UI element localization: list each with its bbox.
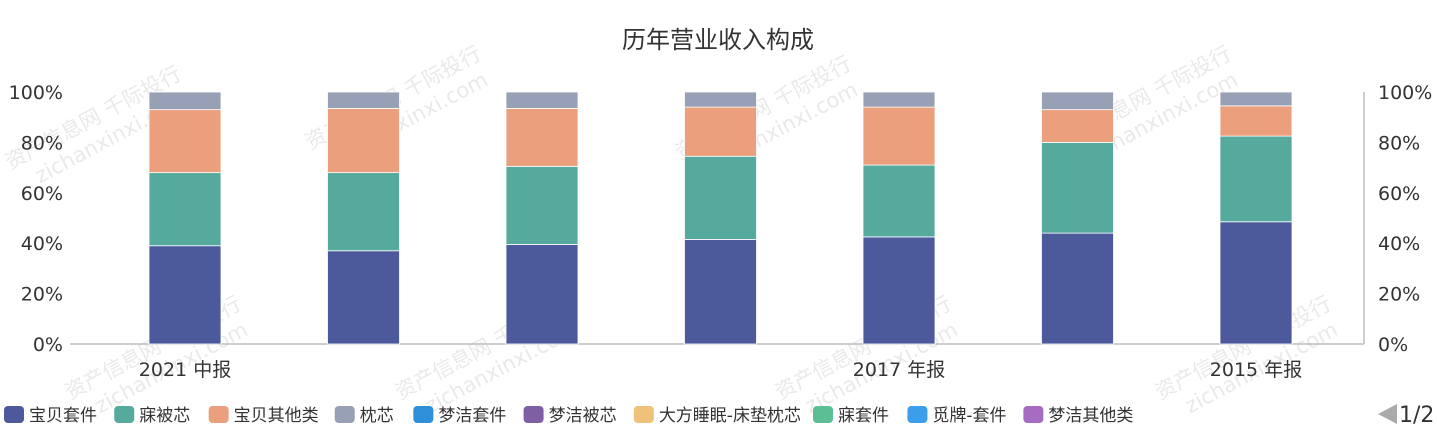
legend-item[interactable]: 寐被芯 (114, 406, 190, 426)
legend-swatch (413, 406, 434, 423)
bar-segment[interactable] (327, 250, 400, 345)
y-tick-label-right: 0% (1378, 334, 1408, 356)
legend-label: 寐被芯 (139, 406, 190, 426)
bars-group (148, 91, 1293, 345)
y-tick-label-left: 0% (33, 334, 63, 356)
y-tick-label-left: 40% (21, 233, 63, 255)
bar-segment[interactable] (1041, 91, 1114, 111)
x-tick-label: 2021 中报 (139, 359, 231, 381)
legend-swatch (813, 406, 834, 423)
legend-swatch (334, 406, 355, 423)
bar-segment[interactable] (505, 91, 579, 109)
bar-segment[interactable] (505, 165, 579, 245)
bar-segment[interactable] (1219, 91, 1293, 107)
legend-label: 大方睡眠-床垫枕芯 (659, 406, 801, 426)
bar-segment[interactable] (148, 172, 222, 247)
legend-item[interactable]: 梦洁套件 (413, 406, 506, 426)
y-axis-right: 0% 20% 40% 60% 80% 100% (1378, 82, 1432, 356)
pager-label: 1/2 (1399, 403, 1434, 428)
legend-label: 枕芯 (360, 406, 394, 426)
legend-label: 寐套件 (838, 406, 889, 426)
y-tick-label-right: 60% (1378, 183, 1420, 205)
bar-segment[interactable] (684, 106, 757, 157)
y-tick-label-left: 100% (9, 82, 63, 104)
legend-item[interactable]: 觅牌-套件 (907, 406, 1007, 426)
bar-segment[interactable] (327, 172, 400, 252)
legend-swatch (1023, 406, 1044, 423)
legend-swatch (208, 406, 229, 423)
legend-label: 梦洁被芯 (549, 406, 617, 426)
bar-segment[interactable] (1219, 221, 1293, 345)
x-tick-label: 2015 年报 (1210, 359, 1302, 381)
legend-label: 宝贝其他类 (234, 406, 319, 426)
legend: 宝贝套件 寐被芯 宝贝其他类 枕芯 梦洁套件 梦洁被芯 大方睡眠-床垫枕芯 寐套件 觅牌-套件 梦… (4, 406, 1133, 426)
pager[interactable]: 1/2 (1378, 403, 1434, 428)
bar-segment[interactable] (1219, 135, 1293, 223)
bar-segment[interactable] (684, 91, 757, 108)
x-axis-labels: 2021 中报 2017 年报 2015 年报 (139, 359, 1302, 381)
legend-swatch (4, 406, 24, 423)
legend-item[interactable]: 梦洁其他类 (1023, 406, 1133, 426)
chart-title: 历年营业收入构成 (622, 26, 814, 54)
y-tick-label-right: 40% (1378, 233, 1420, 255)
bar-segment[interactable] (684, 239, 757, 345)
legend-item[interactable]: 大方睡眠-床垫枕芯 (633, 406, 801, 426)
legend-item[interactable]: 梦洁被芯 (523, 406, 617, 426)
bar-segment[interactable] (505, 107, 579, 167)
bar-segment[interactable] (1041, 232, 1114, 345)
legend-item[interactable]: 宝贝其他类 (208, 406, 319, 426)
bar-segment[interactable] (327, 91, 400, 109)
bar-segment[interactable] (862, 164, 936, 238)
legend-item[interactable]: 枕芯 (334, 406, 394, 426)
bar-segment[interactable] (684, 155, 757, 240)
y-tick-label-right: 80% (1378, 132, 1420, 154)
legend-label: 梦洁套件 (438, 406, 506, 426)
bar-segment[interactable] (148, 91, 222, 111)
legend-swatch (523, 406, 544, 423)
bar-segment[interactable] (862, 236, 936, 345)
bar-segment[interactable] (862, 91, 936, 108)
bar-segment[interactable] (1041, 109, 1114, 143)
legend-swatch (907, 406, 928, 423)
legend-item[interactable]: 寐套件 (813, 406, 889, 426)
legend-swatch (633, 406, 654, 423)
legend-item[interactable]: 宝贝套件 (4, 406, 97, 426)
y-tick-label-left: 60% (21, 183, 63, 205)
bar-segment[interactable] (1219, 105, 1293, 137)
prev-page-icon[interactable] (1378, 404, 1397, 424)
legend-label: 梦洁其他类 (1048, 406, 1133, 426)
bar-segment[interactable] (862, 106, 936, 166)
y-tick-label-left: 80% (21, 132, 63, 154)
legend-swatch (114, 406, 135, 423)
y-axis-left: 0% 20% 40% 60% 80% 100% (9, 82, 63, 356)
legend-label: 宝贝套件 (29, 406, 97, 426)
y-tick-label-right: 20% (1378, 284, 1420, 306)
bar-segment[interactable] (148, 109, 222, 174)
x-tick-label: 2017 年报 (853, 359, 945, 381)
legend-label: 觅牌-套件 (932, 406, 1006, 426)
bar-segment[interactable] (148, 245, 222, 345)
bar-segment[interactable] (505, 244, 579, 345)
y-tick-label-right: 100% (1378, 82, 1432, 104)
y-tick-label-left: 20% (21, 284, 63, 306)
bar-segment[interactable] (327, 107, 400, 174)
bar-segment[interactable] (1041, 141, 1114, 234)
